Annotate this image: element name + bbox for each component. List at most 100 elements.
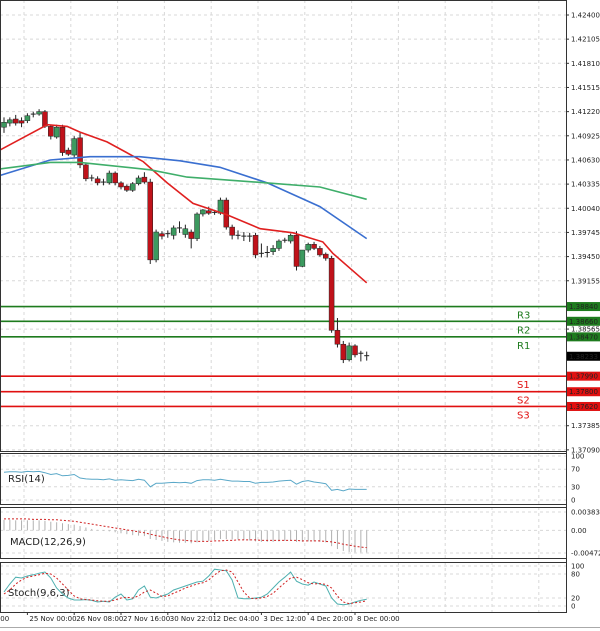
candle-bullish (153, 231, 159, 261)
candle-bearish (147, 181, 153, 261)
time-tick-label: 4 Dec 20:00 (310, 615, 353, 623)
candle-bearish (141, 176, 148, 183)
macd-title: MACD(12,26,9) (10, 537, 86, 548)
panel-frame (0, 562, 567, 613)
level-price-label: 1.38470 (569, 333, 598, 341)
price-tick-label: 1.39155 (571, 277, 600, 285)
candle-bearish (311, 244, 317, 249)
price-tick-label: 1.37090 (571, 446, 600, 454)
indicator-tick-label: 0.00 (571, 527, 587, 535)
candle-bearish (317, 248, 323, 256)
price-tick-label: 1.39450 (571, 253, 600, 261)
level-price-badge (567, 401, 600, 411)
level-name-r2: R2 (517, 325, 530, 336)
level-price-badge (567, 332, 600, 342)
panel-frame (0, 0, 567, 452)
price-tick-label: 1.38565 (571, 326, 600, 334)
candle-bearish (334, 330, 341, 345)
candle-bearish (229, 226, 235, 236)
candle-bullish (287, 235, 294, 242)
indicator-tick-label: -0.004728 (571, 549, 600, 557)
candle-bullish (129, 183, 136, 191)
stoch-main-line (3, 568, 367, 606)
time-tick-label: 27 Nov 16:00 (123, 615, 170, 623)
level-price-label: 1.38660 (569, 318, 598, 326)
indicator-tick-label: 100 (571, 453, 584, 461)
candle-bullish (346, 345, 352, 361)
price-tick-label: 1.42105 (571, 36, 600, 44)
price-tick-label: 1.41515 (571, 84, 600, 92)
candle-bullish (106, 172, 113, 184)
candle-bullish (135, 177, 142, 184)
candle-bearish (65, 149, 72, 155)
time-tick-label: 2 Dec 04:00 (217, 615, 260, 623)
indicator-tick-label: 0.003838 (571, 509, 600, 517)
moving-average-line (0, 123, 368, 284)
candle-bearish (352, 345, 358, 356)
price-tick-label: 1.40335 (571, 181, 600, 189)
current-price-label: 1.38233 (569, 353, 598, 361)
rsi-title: RSI(14) (8, 474, 45, 485)
level-name-r3: R3 (517, 311, 530, 322)
level-price-badge (567, 302, 600, 312)
macd-panel: MACD(12,26,9) (3, 518, 368, 553)
candle-bullish (182, 228, 189, 235)
price-tick-label: 1.41220 (571, 108, 600, 116)
time-tick-label: 8 Dec 00:00 (357, 615, 400, 623)
candle-bullish (270, 248, 276, 252)
rsi-line (3, 470, 367, 492)
moving-average-line (0, 155, 368, 240)
level-name-s2: S2 (517, 396, 530, 407)
stoch-panel: Stoch(9,6,3) (3, 568, 367, 606)
level-price-label: 1.37990 (569, 373, 598, 381)
candle-bullish (7, 119, 13, 124)
level-name-s1: S1 (517, 380, 530, 391)
candle-bearish (206, 210, 212, 214)
time-tick-label: v 20:00 (0, 615, 9, 623)
price-tick-label: 1.40925 (571, 132, 600, 140)
candle-bearish (12, 118, 19, 124)
moving-average-line (0, 161, 367, 201)
indicator-tick-label: 100 (571, 563, 584, 571)
price-tick-label: 1.40630 (571, 156, 600, 164)
level-price-badge (567, 371, 600, 381)
candle-bullish (71, 138, 77, 156)
time-tick-label: 25 Nov 00:00 (29, 615, 76, 623)
candle-bearish (340, 343, 347, 361)
indicator-tick-label: 80 (571, 571, 580, 579)
level-price-label: 1.37800 (569, 388, 598, 396)
level-price-label: 1.38840 (569, 303, 598, 311)
indicator-tick-label: 70 (571, 466, 580, 474)
price-tick-label: 1.39745 (571, 229, 600, 237)
level-name-r1: R1 (517, 341, 530, 352)
candle-bullish (276, 240, 282, 249)
macd-signal-line (4, 518, 367, 549)
time-tick-label: 30 Nov 22:01 (170, 615, 217, 623)
price-tick-label: 1.37385 (571, 422, 600, 430)
time-tick-label: 3 Dec 12:00 (263, 615, 306, 623)
indicator-tick-label: 30 (571, 483, 580, 491)
panel-frame (0, 507, 567, 559)
indicator-tick-label: 20 (571, 595, 580, 603)
candle-bearish (94, 178, 101, 184)
candle-bullish (53, 126, 60, 138)
level-price-badge (567, 387, 600, 397)
time-tick-label: 26 Nov 08:00 (76, 615, 123, 623)
candle-bullish (36, 111, 42, 115)
current-price-badge (567, 351, 600, 361)
level-name-s3: S3 (517, 410, 530, 421)
candle-bearish (328, 257, 335, 331)
candle-bearish (252, 235, 259, 256)
candle-bearish (59, 126, 66, 153)
candle-bullish (305, 244, 311, 251)
stoch-title: Stoch(9,6,3) (8, 588, 70, 599)
candle-bearish (188, 231, 194, 239)
candle-bearish (124, 185, 130, 191)
indicator-tick-label: 0 (571, 603, 575, 611)
indicator-tick-label: 0 (571, 497, 575, 505)
candle-bullish (299, 249, 306, 267)
candle-bearish (48, 126, 54, 137)
candle-bearish (83, 164, 89, 180)
